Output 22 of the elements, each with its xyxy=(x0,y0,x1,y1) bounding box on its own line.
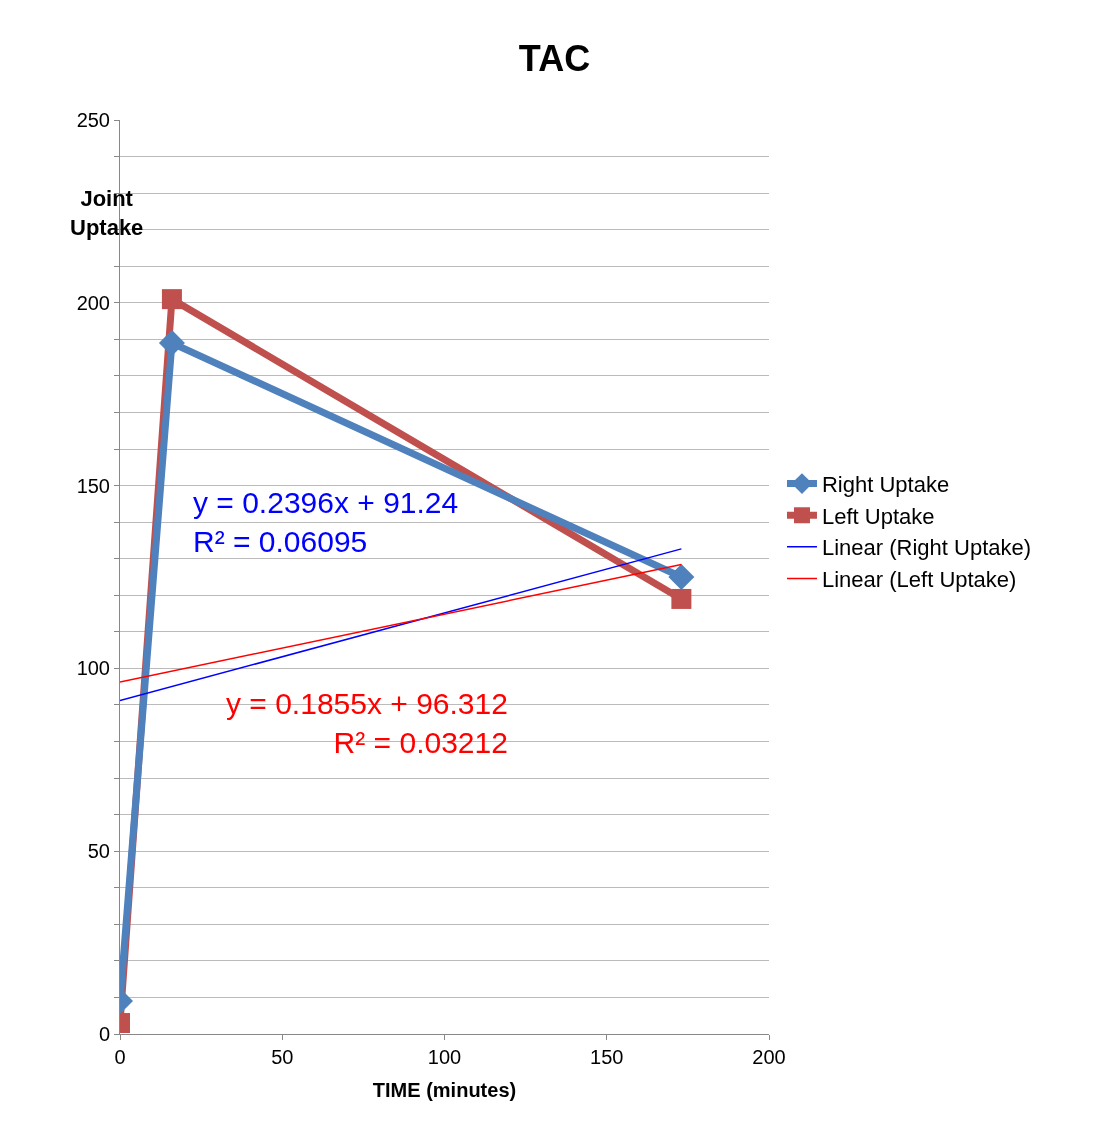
y-axis-title: Joint Uptake xyxy=(70,186,144,240)
point xyxy=(671,588,692,609)
x-tick-label: 200 xyxy=(752,1046,786,1068)
x-tick-label: 150 xyxy=(590,1046,624,1068)
legend-label: Linear (Right Uptake) xyxy=(821,535,1032,561)
annotation: y = 0.2396x + 91.24 R² = 0.06095 xyxy=(193,486,459,558)
y-tick-label: 200 xyxy=(76,291,110,314)
x-tick-label: 50 xyxy=(271,1046,294,1068)
chart-title: TAC xyxy=(518,37,591,79)
x-axis-title: TIME (minutes) xyxy=(372,1078,517,1101)
x-tick-label: 100 xyxy=(427,1046,462,1068)
y-tick-label: 100 xyxy=(76,657,110,680)
y-tick-label: 50 xyxy=(87,840,110,863)
y-tick-label: 150 xyxy=(76,474,110,497)
legend-label: Left Uptake xyxy=(821,503,935,529)
legend-label: Linear (Left Uptake) xyxy=(821,566,1017,592)
y-tick-label: 250 xyxy=(76,109,110,131)
annotation: y = 0.1855x + 96.312 R² = 0.03212 xyxy=(226,687,508,759)
point xyxy=(668,564,695,590)
legend-label: Right Uptake xyxy=(821,472,950,498)
y-tick-label: 0 xyxy=(98,1023,110,1045)
x-tick-label: 0 xyxy=(114,1046,126,1068)
